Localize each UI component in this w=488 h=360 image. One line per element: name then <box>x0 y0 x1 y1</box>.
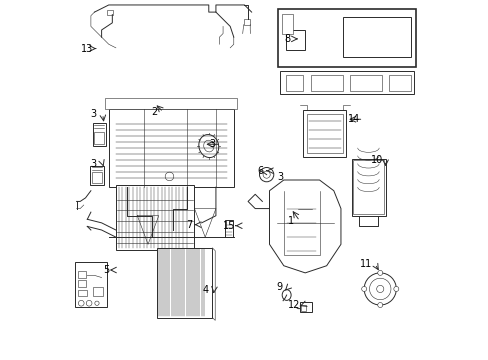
Bar <box>388 75 410 91</box>
Text: 2: 2 <box>151 107 157 117</box>
Text: 1: 1 <box>287 216 293 226</box>
Bar <box>349 75 381 91</box>
Bar <box>351 158 385 216</box>
Bar <box>93 123 106 146</box>
Circle shape <box>259 167 273 182</box>
Ellipse shape <box>199 135 218 158</box>
Ellipse shape <box>203 140 213 152</box>
Text: 3: 3 <box>209 139 215 149</box>
Bar <box>157 248 212 318</box>
Bar <box>90 166 104 185</box>
Text: 8: 8 <box>284 34 290 44</box>
Ellipse shape <box>282 290 290 300</box>
Text: 14: 14 <box>347 114 360 124</box>
Bar <box>78 290 86 296</box>
Circle shape <box>95 301 99 305</box>
Bar <box>300 305 305 311</box>
Circle shape <box>393 287 398 292</box>
Bar <box>105 98 237 109</box>
Text: 3: 3 <box>90 159 97 169</box>
Circle shape <box>361 287 366 292</box>
Circle shape <box>376 285 383 293</box>
Bar <box>94 132 104 144</box>
Circle shape <box>377 302 382 307</box>
Circle shape <box>377 270 382 275</box>
Text: 3: 3 <box>90 109 97 119</box>
Text: 4: 4 <box>202 285 208 295</box>
Bar <box>92 172 102 183</box>
Circle shape <box>78 300 84 306</box>
Bar <box>78 280 85 287</box>
Text: 7: 7 <box>185 220 192 230</box>
Circle shape <box>364 273 395 305</box>
Bar <box>285 75 303 91</box>
Bar <box>244 19 250 24</box>
Text: 13: 13 <box>81 44 93 54</box>
Bar <box>303 111 346 157</box>
Bar <box>224 220 232 237</box>
Text: 6: 6 <box>257 166 263 176</box>
Bar <box>116 185 194 249</box>
Circle shape <box>165 172 173 181</box>
Bar <box>282 14 292 33</box>
Bar <box>75 262 107 307</box>
Bar <box>299 302 312 312</box>
Text: 9: 9 <box>276 282 282 292</box>
Text: 12: 12 <box>287 300 299 310</box>
Text: 15: 15 <box>223 221 235 231</box>
Bar <box>285 30 305 50</box>
Bar <box>93 287 103 296</box>
Text: 5: 5 <box>102 265 109 275</box>
Bar <box>306 114 342 153</box>
Bar <box>78 271 85 278</box>
Text: 11: 11 <box>359 259 371 269</box>
Text: 10: 10 <box>370 156 382 165</box>
Bar <box>107 10 113 15</box>
Text: 3: 3 <box>277 172 283 183</box>
Circle shape <box>263 171 270 178</box>
Bar <box>342 18 410 57</box>
Bar <box>280 71 413 94</box>
Circle shape <box>86 300 92 306</box>
Bar <box>353 160 383 214</box>
Bar <box>310 75 342 91</box>
Circle shape <box>369 278 390 300</box>
Bar <box>278 9 415 67</box>
Bar <box>108 109 233 187</box>
